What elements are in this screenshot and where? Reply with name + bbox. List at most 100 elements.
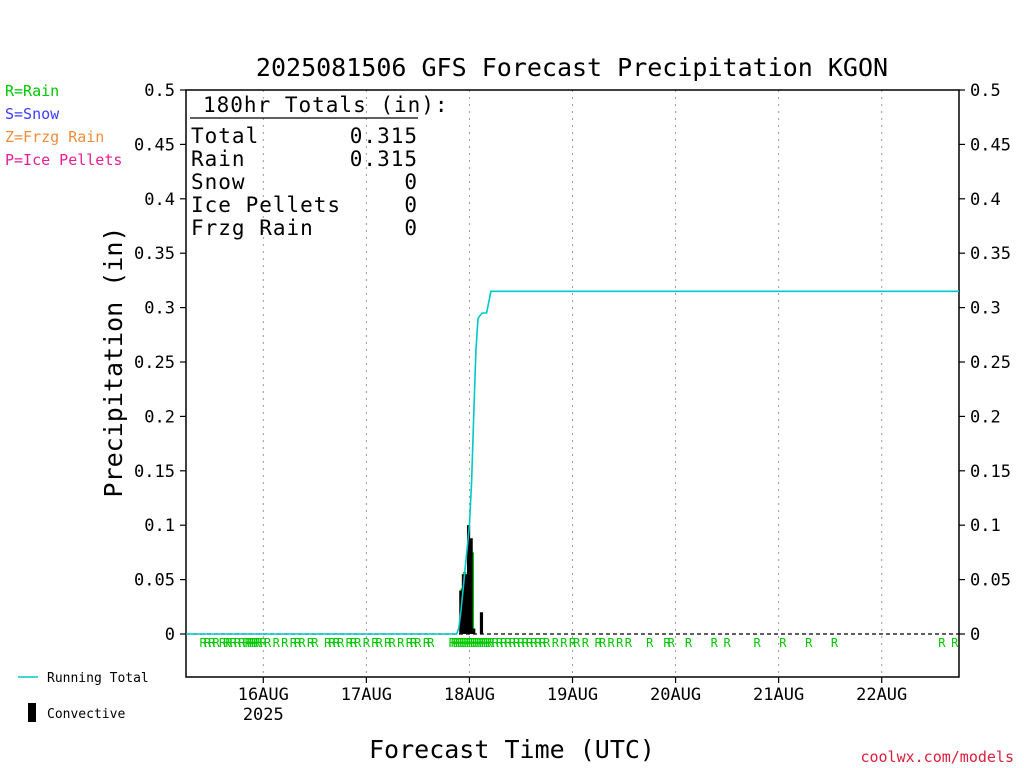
precip-type-marker: R	[779, 636, 787, 650]
precip-type-marker: R	[354, 636, 362, 650]
precip-type-marker: R	[530, 636, 538, 650]
totals-value: 0.315	[350, 124, 418, 148]
precip-type-marker: R	[255, 636, 263, 650]
precip-type-marker: R	[462, 636, 470, 650]
precip-type-marker: R	[560, 636, 568, 650]
precip-type-marker: R	[543, 636, 551, 650]
series-legend: Running Total Convective	[18, 671, 149, 722]
precip-type-marker: R	[500, 636, 508, 650]
precip-type-legend-entry: Z=Frzg Rain	[5, 128, 104, 146]
convective-bar	[466, 525, 471, 634]
y-tick-label: 0.5	[144, 81, 175, 101]
precip-type-marker: R	[663, 636, 671, 650]
y-axis-title: Precipitation (in)	[99, 227, 128, 498]
running-total-legend-label: Running Total	[47, 671, 149, 686]
precip-type-marker: R	[350, 636, 358, 650]
precip-type-marker: R	[273, 636, 281, 650]
precip-type-legend: R=Rain S=Snow Z=Frzg Rain P=Ice Pellets	[5, 82, 122, 169]
y-tick-label-right: 0.05	[970, 571, 1011, 591]
precip-type-marker: R	[552, 636, 560, 650]
precip-type-marker: R	[397, 636, 405, 650]
precip-type-marker: R	[625, 636, 633, 650]
precip-type-marker: R	[479, 636, 487, 650]
totals-heading: 180hr Totals (in):	[203, 93, 449, 117]
precip-type-legend-entry: P=Ice Pellets	[5, 151, 122, 169]
precip-type-marker: R	[245, 636, 253, 650]
precip-type-marker: R	[427, 636, 435, 650]
precip-type-marker: R	[483, 636, 491, 650]
precip-type-marker: R	[513, 636, 521, 650]
precip-type-marker: R	[298, 636, 306, 650]
precip-type-legend-entry: R=Rain	[5, 82, 59, 100]
totals-label: Ice Pellets	[191, 193, 341, 217]
convective-bar	[461, 574, 466, 634]
precip-type-marker: R	[938, 636, 946, 650]
precip-type-marker: R	[294, 636, 302, 650]
precip-type-marker: R	[234, 636, 242, 650]
x-tick-label: 21AUG	[753, 685, 804, 705]
precip-type-legend-entry: S=Snow	[5, 105, 60, 123]
y-tick-label-right: 0.15	[970, 462, 1011, 482]
precip-type-marker: R	[253, 636, 261, 650]
precip-type-marker: R	[754, 636, 762, 650]
precip-type-marker: R	[328, 636, 336, 650]
y-tick-label-right: 0.2	[970, 407, 1001, 427]
y-tick-label-right: 0	[970, 625, 980, 645]
totals-label: Total	[191, 124, 259, 148]
precip-type-marker: R	[204, 636, 212, 650]
precip-type-marker: R	[595, 636, 603, 650]
chart-title: 2025081506 GFS Forecast Precipitation KG…	[256, 53, 888, 82]
precip-type-marker: R	[414, 636, 422, 650]
precip-type-marker: R	[569, 636, 577, 650]
precip-type-marker: R	[472, 636, 480, 650]
precip-type-marker: R	[951, 636, 959, 650]
y-tick-label: 0.2	[144, 407, 175, 427]
precip-type-marker: R	[535, 636, 543, 650]
y-tick-label-right: 0.25	[970, 353, 1011, 373]
totals-value: 0.315	[350, 147, 418, 171]
precip-type-marker: R	[264, 636, 272, 650]
credit-link[interactable]: coolwx.com/models	[860, 748, 1014, 766]
precip-type-marker: R	[496, 636, 504, 650]
precip-type-marker: R	[668, 636, 676, 650]
precip-type-marker: R	[481, 636, 489, 650]
precip-type-marker: R	[376, 636, 384, 650]
precip-bars	[459, 525, 484, 634]
precip-type-marker: R	[225, 636, 233, 650]
precip-type-marker: R	[468, 636, 476, 650]
convective-bar	[472, 628, 476, 634]
precip-type-marker: R	[260, 636, 268, 650]
precip-type-marker: R	[831, 636, 839, 650]
precip-type-marker: R	[485, 636, 493, 650]
x-axis-title: Forecast Time (UTC)	[369, 735, 655, 764]
precip-type-marker: R	[371, 636, 379, 650]
y-tick-label: 0.15	[134, 462, 175, 482]
running-total-series-line	[186, 290, 959, 635]
precip-type-marker: R	[449, 636, 457, 650]
precip-type-marker: R	[281, 636, 289, 650]
precip-type-marker: R	[646, 636, 654, 650]
precip-type-marker: R	[464, 636, 472, 650]
precip-type-marker: R	[247, 636, 255, 650]
precip-type-marker: R	[410, 636, 418, 650]
y-tick-label-right: 0.45	[970, 135, 1011, 155]
x-tick-label: 17AUG	[341, 685, 392, 705]
y-tick-label: 0.1	[144, 516, 175, 536]
precip-type-marker: R	[337, 636, 345, 650]
precip-type-marker: R	[363, 636, 371, 650]
convective-bar	[469, 538, 473, 634]
precip-type-marker: R	[453, 636, 461, 650]
precip-type-marker: R	[423, 636, 431, 650]
precip-type-marker: R	[509, 636, 517, 650]
precip-type-marker: R	[212, 636, 220, 650]
precip-type-marker: R	[466, 636, 474, 650]
precip-type-marker: R	[406, 636, 414, 650]
precip-type-marker: R	[200, 636, 208, 650]
convective-legend-label: Convective	[47, 707, 125, 722]
y-tick-label: 0.05	[134, 571, 175, 591]
convective-bar	[479, 612, 484, 634]
totals-value: 0	[404, 216, 418, 240]
precip-type-marker: R	[477, 636, 485, 650]
precip-type-marker: R	[470, 636, 478, 650]
convective-bar	[464, 574, 468, 634]
